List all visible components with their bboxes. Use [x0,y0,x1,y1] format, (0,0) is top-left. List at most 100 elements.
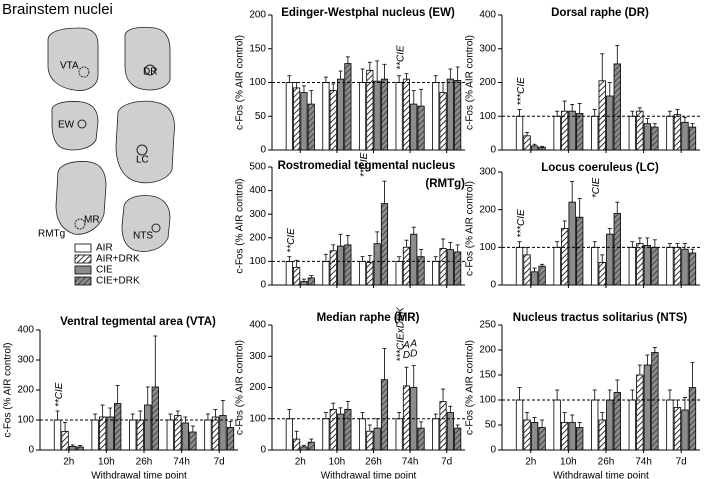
bar [651,246,659,286]
bar [344,63,352,151]
annotation: **CIE [286,228,297,253]
region-marker [151,223,161,233]
bar [553,246,561,286]
bar [293,87,301,151]
bar [293,438,301,451]
region-marker [77,119,87,129]
bar [673,407,682,451]
region-label: VTA [60,61,79,72]
y-tick-label: 100 [17,415,34,426]
bar [380,78,389,151]
panel-title: Ventral tegmental area (VTA) [60,316,216,328]
bar [402,78,410,151]
bar [307,277,315,286]
bar [454,427,462,451]
bar [285,418,293,451]
y-tick-label: 50 [255,111,267,122]
x-tick-label: 10h [329,457,346,468]
y-tick-label: 300 [17,355,34,366]
bar [417,427,425,451]
bar [144,404,152,451]
x-axis-label: Withdrawal time point [91,471,187,479]
legend-label: AIR [96,243,113,254]
bar [432,260,440,286]
brain-section [51,101,99,151]
bar [395,418,403,451]
x-tick-label: 74h [402,457,419,468]
y-axis-label: c-Fos (% AIR control) [465,340,476,435]
bar [576,427,584,451]
y-tick-label: 0 [490,145,496,156]
bar [373,427,381,451]
bar [681,121,689,151]
bar [454,80,462,151]
y-axis-label: c-Fos (% AIR control) [235,178,246,273]
bar [666,399,674,451]
bar [530,271,539,286]
x-axis-label: Withdrawal time point [553,471,649,479]
bar [358,418,367,451]
bar [336,78,345,151]
panel: Rostromedial tegmental nucleus (RMTg) c-F… [235,152,466,290]
brain-section [121,195,171,252]
bar [410,103,418,151]
bar [336,413,345,451]
brain-diagram: VTA DR EW LC MR RMTg NTS [38,26,175,252]
bar [636,243,644,286]
bar [454,251,462,286]
bar [432,82,440,151]
y-tick-label: 100 [249,256,266,267]
bar [151,386,159,451]
legend-swatch [74,243,92,253]
annotation: ***CIExDRK [396,306,407,362]
y-tick-label: 300 [479,43,496,54]
bar [439,248,447,286]
bar [322,260,330,286]
bar [553,399,561,451]
y-tick-label: 50 [485,420,497,431]
bar [300,281,308,286]
y-tick-label: 200 [249,382,266,393]
bar [329,408,337,451]
bar [643,364,652,451]
bar [181,422,190,451]
bar [636,110,644,151]
y-tick-label: 200 [249,232,266,243]
bar [628,399,636,451]
bar [568,110,576,151]
x-tick-label: 10h [98,457,115,468]
bar [336,245,345,286]
brain-section [124,26,171,91]
bar [673,114,682,151]
y-tick-label: 250 [479,320,496,331]
bar [523,135,531,151]
bar [410,233,418,286]
region-marker [144,64,156,76]
bar [98,416,107,451]
y-tick-label: 300 [249,351,266,362]
bar [598,419,606,451]
annotation: **CIE [54,382,65,407]
legend-label: CIE+DRK [96,276,140,287]
bar [576,216,584,286]
y-tick-label: 0 [260,280,266,291]
y-tick-label: 0 [28,445,34,456]
bar [651,352,659,451]
bar [681,409,689,451]
panel: Ventral tegmental area (VTA) c-Fos (% AIR… [3,316,238,479]
figure-title: Brainstem nuclei [2,1,113,18]
bar [432,418,440,451]
bar [560,228,569,286]
bar [591,246,599,286]
brain-section [115,100,175,184]
x-tick-label: 26h [136,457,153,468]
y-tick-label: 400 [17,325,34,336]
annotation: **CIE [396,45,407,70]
region-marker [74,218,86,230]
x-tick-label: 10h [560,457,577,468]
annotation: *CIE [591,177,602,198]
y-tick-label: 200 [479,345,496,356]
x-axis-label: Withdrawal time point [321,471,417,479]
bar [666,246,674,286]
